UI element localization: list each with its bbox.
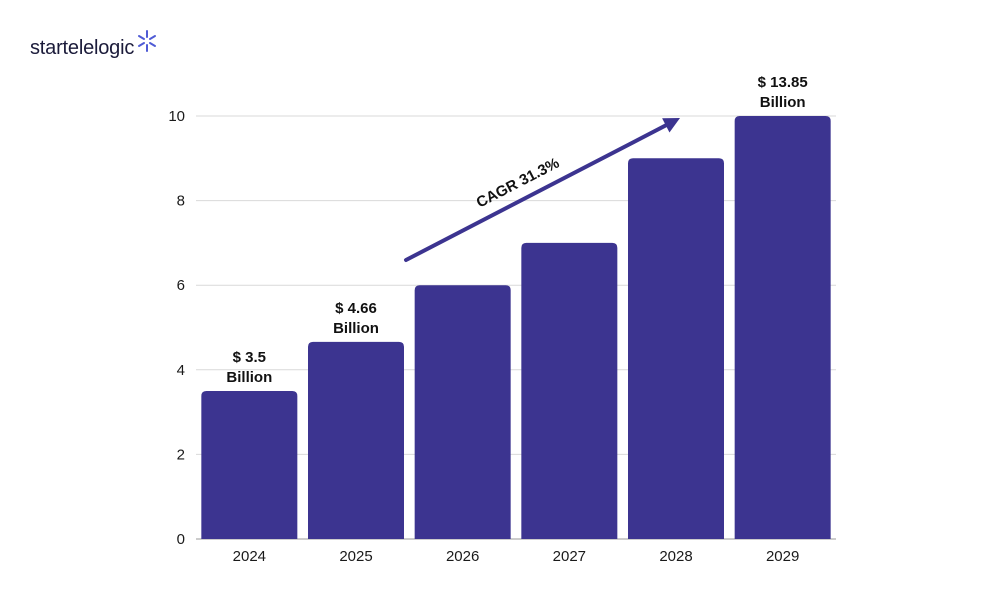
bar-2026 (414, 285, 511, 539)
data-label-value: $ 13.85 (758, 74, 808, 91)
spark-icon (138, 30, 157, 52)
bars (201, 116, 831, 540)
x-tick-label: 2024 (233, 548, 266, 565)
cagr-arrow-line (404, 121, 672, 262)
brand-logo: startelelogic (30, 30, 158, 66)
y-tick-label: 6 (177, 277, 185, 294)
y-tick-label: 10 (168, 108, 185, 125)
y-tick-label: 8 (177, 193, 185, 210)
x-tick-label: 2025 (339, 548, 372, 565)
brand-name: startelelogic (30, 37, 135, 59)
bar-2027 (521, 242, 618, 539)
x-tick-label: 2027 (553, 548, 586, 565)
bar-2028 (628, 158, 724, 540)
x-axis-ticks: 2024 2025 2026 2027 2028 2029 (233, 548, 800, 565)
data-label-unit: Billion (760, 94, 806, 111)
data-label-value: $ 4.66 (335, 300, 377, 317)
x-tick-label: 2029 (766, 548, 799, 565)
data-labels: $ 3.5 Billion $ 4.66 Billion $ 13.85 Billion (226, 74, 807, 386)
bar-2025 (308, 341, 404, 539)
x-tick-label: 2026 (446, 548, 479, 565)
y-tick-label: 2 (177, 446, 185, 463)
bar-2024 (201, 390, 298, 539)
data-label-unit: Billion (333, 320, 379, 337)
data-label-unit: Billion (226, 369, 272, 386)
y-tick-label: 4 (177, 362, 185, 379)
cagr-arrow-head (662, 118, 680, 133)
data-label-value: $ 3.5 (233, 349, 266, 366)
y-axis-ticks: 0 2 4 6 8 10 (168, 108, 185, 548)
bar-2029 (734, 116, 831, 539)
grid-lines (196, 115, 836, 540)
y-tick-label: 0 (177, 531, 185, 548)
x-tick-label: 2028 (659, 548, 692, 565)
